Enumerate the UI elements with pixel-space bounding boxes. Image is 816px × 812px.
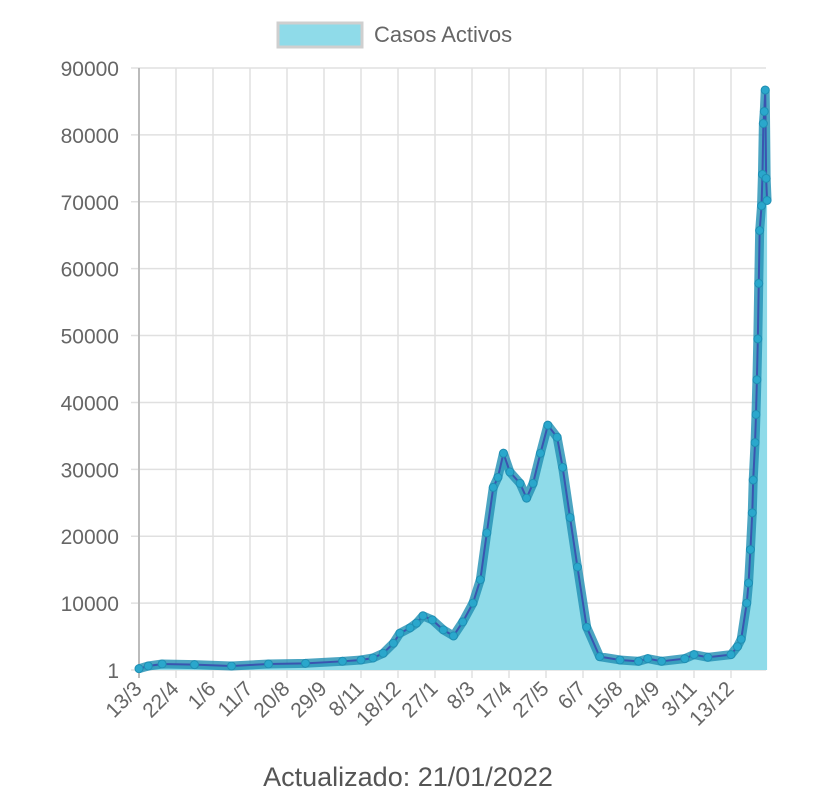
- data-point: [736, 634, 746, 644]
- data-point: [515, 478, 525, 488]
- data-points: [134, 85, 772, 674]
- data-point: [143, 661, 153, 671]
- data-point: [657, 656, 667, 666]
- series-band: [137, 85, 772, 673]
- data-point: [552, 432, 562, 442]
- data-point: [582, 622, 592, 632]
- last-updated-text: Actualizado: 21/01/2022: [263, 762, 553, 792]
- x-tick-label: 24/9: [619, 677, 664, 722]
- y-tick-label: 90000: [61, 58, 119, 81]
- data-point: [760, 85, 770, 95]
- legend[interactable]: Casos Activos: [276, 21, 512, 49]
- x-tick-label: 20/8: [249, 677, 294, 722]
- data-point: [157, 659, 167, 669]
- y-tick-label: 70000: [61, 192, 119, 215]
- x-tick-label: 27/5: [508, 677, 553, 722]
- data-point: [528, 478, 538, 488]
- data-point: [449, 631, 458, 641]
- data-point: [754, 278, 764, 288]
- data-point: [378, 648, 388, 658]
- data-point: [752, 375, 762, 385]
- data-point: [301, 658, 310, 668]
- data-point: [412, 618, 421, 628]
- data-point: [134, 664, 144, 674]
- data-point: [458, 617, 468, 627]
- data-point: [615, 655, 625, 665]
- data-point: [757, 201, 767, 211]
- data-point: [565, 512, 575, 522]
- y-tick-label: 30000: [61, 459, 119, 482]
- data-point: [498, 448, 508, 458]
- active-cases-chart: 1 10000 20000 30000 40000 50000 60000 70000 8000…: [61, 21, 772, 731]
- data-point: [438, 625, 448, 635]
- data-point: [475, 575, 485, 585]
- data-point: [558, 462, 568, 472]
- data-point: [418, 611, 428, 621]
- y-tick-label: 60000: [61, 259, 119, 282]
- x-tick-label: 1/6: [184, 677, 221, 714]
- data-point: [759, 106, 769, 116]
- data-point: [468, 598, 478, 608]
- x-tick-label: 13/3: [101, 677, 146, 722]
- series-line: [138, 89, 769, 670]
- data-point: [748, 475, 758, 485]
- data-point: [338, 656, 347, 666]
- data-point: [703, 652, 713, 662]
- area-fill: [139, 90, 768, 670]
- y-tick-label: 50000: [61, 326, 119, 349]
- y-tick-label: 10000: [61, 593, 119, 616]
- data-point: [543, 420, 553, 430]
- x-tick-label: 17/4: [471, 677, 516, 722]
- data-point: [427, 615, 437, 625]
- legend-swatch[interactable]: [276, 21, 364, 49]
- data-point: [522, 493, 532, 503]
- data-point: [732, 642, 742, 652]
- legend-label[interactable]: Casos Activos: [374, 22, 512, 47]
- data-point: [643, 654, 653, 664]
- data-point: [388, 638, 398, 648]
- data-point: [726, 650, 736, 660]
- data-point: [742, 598, 752, 608]
- y-axis: 1 10000 20000 30000 40000 50000 60000 70000 8000…: [61, 58, 119, 683]
- y-tick-label: 40000: [61, 392, 119, 415]
- data-point: [634, 656, 643, 666]
- data-point: [488, 482, 498, 492]
- data-point: [744, 578, 754, 588]
- y-tick-label: 1: [107, 660, 119, 683]
- x-tick-label: 22/4: [138, 677, 183, 722]
- data-point: [572, 562, 582, 572]
- data-point: [493, 472, 503, 482]
- data-point: [689, 650, 699, 660]
- y-tick-label: 80000: [61, 125, 119, 148]
- data-point: [753, 334, 763, 344]
- data-point: [264, 659, 273, 669]
- data-point: [482, 528, 492, 538]
- data-point: [535, 448, 545, 458]
- area-layer: [137, 85, 772, 673]
- data-point: [505, 467, 515, 477]
- data-point: [758, 119, 768, 129]
- data-point: [356, 655, 366, 665]
- data-point: [747, 508, 757, 518]
- data-point: [750, 438, 760, 448]
- y-tick-label: 20000: [61, 526, 119, 549]
- x-tick-label: 15/8: [582, 677, 627, 722]
- data-point: [227, 661, 236, 671]
- data-point: [395, 628, 405, 638]
- data-point: [762, 195, 772, 205]
- data-point: [680, 654, 690, 664]
- data-point: [368, 653, 378, 663]
- data-point: [405, 623, 415, 633]
- x-tick-label: 27/1: [397, 677, 442, 722]
- data-point: [761, 173, 771, 183]
- x-tick-label: 29/9: [286, 677, 331, 722]
- data-point: [745, 545, 755, 555]
- data-point: [190, 660, 199, 670]
- data-point: [595, 652, 605, 662]
- data-point: [751, 409, 761, 419]
- data-point: [755, 226, 765, 236]
- x-tick-label: 11/7: [213, 677, 257, 721]
- grid: [131, 67, 766, 678]
